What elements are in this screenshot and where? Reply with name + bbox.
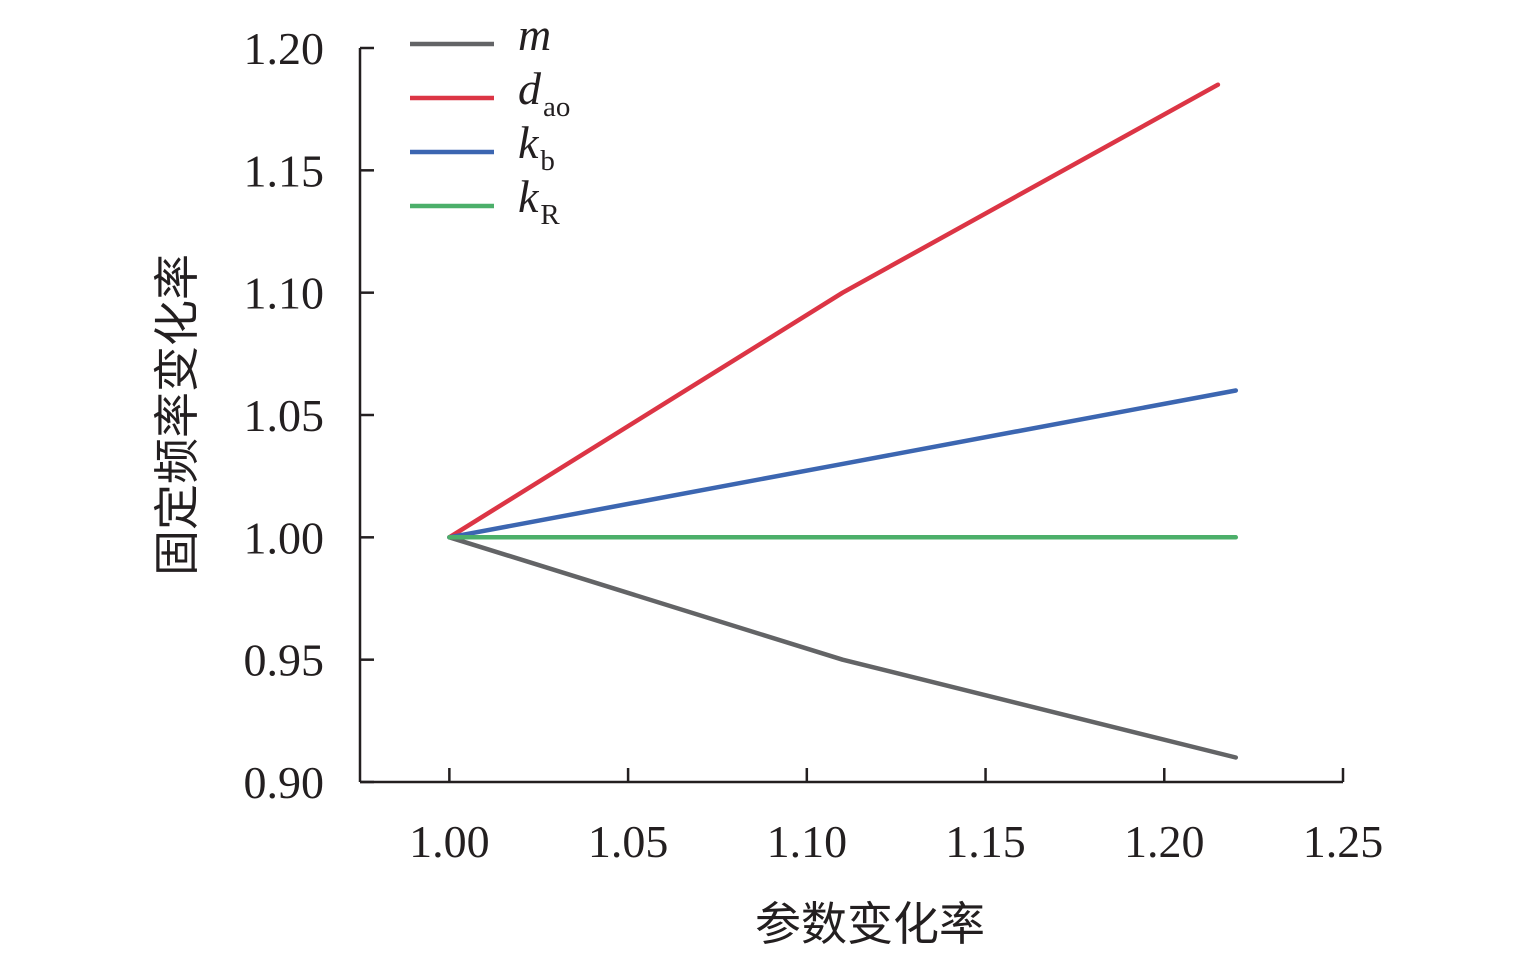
axes <box>358 48 1343 784</box>
y-tick-label: 1.10 <box>244 268 325 319</box>
x-tick-label: 1.05 <box>588 816 669 867</box>
y-ticks: 0.90 0.95 1.00 1.05 1.10 1.15 1.20 <box>244 23 374 808</box>
x-tick-label: 1.10 <box>767 816 848 867</box>
y-tick-label: 0.90 <box>244 757 325 808</box>
legend-label-3: kR <box>518 171 560 231</box>
legend-subscript: R <box>540 199 560 231</box>
x-tick-label: 1.00 <box>409 816 490 867</box>
y-axis-title: 固定频率变化率 <box>150 254 204 576</box>
legend-subscript: b <box>540 145 555 177</box>
y-tick-label: 1.20 <box>244 23 325 74</box>
x-tick-label: 1.20 <box>1124 816 1205 867</box>
x-tick-label: 1.25 <box>1303 816 1384 867</box>
legend-subscript: ao <box>543 91 570 123</box>
legend-name: k <box>518 117 540 168</box>
x-tick-label: 1.15 <box>945 816 1026 867</box>
legend-label-2: kb <box>518 117 555 177</box>
legend-label-1: dao <box>518 63 570 123</box>
y-tick-label: 1.05 <box>244 390 325 441</box>
legend-label-0: m <box>518 9 551 60</box>
series-line-1 <box>447 82 1221 540</box>
legend-name: k <box>518 171 540 222</box>
y-tick-label: 0.95 <box>244 635 325 686</box>
series-lines <box>447 82 1239 760</box>
series-line-2 <box>447 388 1239 540</box>
x-axis-title: 参数变化率 <box>755 897 985 951</box>
y-tick-label: 1.15 <box>244 145 325 196</box>
legend-name: d <box>518 63 542 114</box>
series-line-0 <box>447 535 1239 760</box>
y-tick-label: 1.00 <box>244 512 325 563</box>
legend-name: m <box>518 9 551 60</box>
x-ticks: 1.00 1.05 1.10 1.15 1.20 1.25 <box>409 768 1383 867</box>
